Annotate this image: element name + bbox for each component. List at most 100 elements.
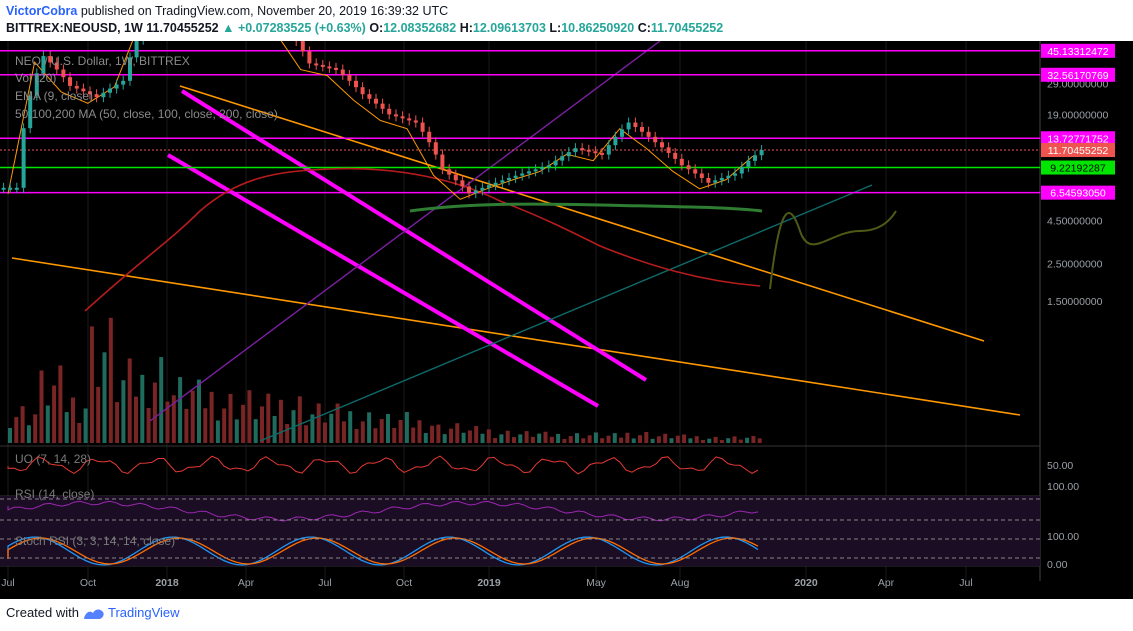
volume-bar — [619, 437, 624, 443]
price-tick-label: 4.50000000 — [1047, 215, 1103, 227]
volume-bar — [556, 433, 561, 443]
candle-body — [706, 177, 711, 183]
uo-line — [7, 455, 759, 475]
volume-bar — [228, 393, 233, 443]
rsi-pane-bg — [0, 496, 1040, 531]
volume-bar — [663, 433, 668, 443]
volume-bar — [121, 380, 126, 443]
volume-bar — [442, 434, 447, 443]
volume-bar — [587, 435, 592, 443]
candle-body — [14, 187, 19, 190]
volume-bar — [625, 432, 630, 443]
time-tick-label: Oct — [80, 577, 96, 589]
volume-bar — [335, 403, 340, 443]
volume-bar — [39, 370, 44, 443]
volume-bar — [178, 377, 183, 443]
volume-bar — [682, 434, 687, 443]
volume-bar — [694, 436, 699, 443]
volume-bar — [215, 420, 220, 443]
price-axis-bg — [1040, 41, 1133, 599]
candle-body — [460, 180, 465, 187]
level-label-bg — [1041, 185, 1115, 200]
volume-bar — [45, 405, 50, 443]
volume-bar — [480, 433, 485, 443]
candle-body — [427, 131, 432, 143]
oscillator-legend: UO (7, 14, 28) — [15, 452, 91, 466]
candle-body — [88, 91, 92, 95]
channel-bottom-line — [166, 153, 600, 408]
volume-bar — [304, 425, 309, 443]
volume-bar — [713, 436, 718, 443]
volume-bar — [430, 425, 435, 443]
author-link[interactable]: VictorCobra — [6, 4, 78, 18]
candle-body — [699, 173, 704, 178]
ma-100-line — [409, 202, 763, 213]
volume-bar — [171, 395, 176, 443]
close-value: 11.70455252 — [650, 21, 724, 35]
candle-body — [394, 114, 398, 117]
oscillator-panes — [0, 455, 1040, 566]
volume-bar — [612, 433, 617, 443]
time-tick-label: Apr — [878, 577, 895, 589]
candle-body — [666, 147, 671, 153]
volume-bar — [329, 413, 334, 443]
volume-bar — [367, 412, 372, 443]
created-with-label: Created with — [6, 605, 79, 620]
candle-body — [633, 122, 638, 128]
level-label-text: 11.70455252 — [1048, 145, 1109, 157]
candle-body — [1, 187, 6, 190]
candle-body — [660, 142, 664, 148]
candle-body — [8, 187, 13, 190]
level-label-bg — [1041, 131, 1115, 146]
candle-body — [121, 80, 126, 85]
price-tick-label: 19.00000000 — [1047, 109, 1108, 121]
candle-body — [693, 169, 698, 174]
candle-body — [340, 69, 345, 75]
volume-bar — [757, 438, 762, 443]
volume-bar — [417, 420, 422, 443]
candle-body — [533, 169, 538, 172]
candle-body — [453, 174, 458, 181]
candle-body — [354, 80, 358, 88]
volume-bar — [184, 408, 189, 443]
horizontal-levels[interactable] — [0, 41, 1040, 194]
candle-body — [713, 180, 718, 183]
volume-bar — [316, 403, 321, 443]
volume-bar — [379, 419, 384, 443]
volume-bar — [115, 402, 120, 443]
time-tick-label: May — [586, 577, 607, 589]
volume-bar — [26, 425, 31, 443]
volume-bar — [260, 406, 264, 443]
candle-body — [673, 152, 678, 159]
teal-trendline — [259, 184, 873, 442]
level-label-text: 6.54593050 — [1050, 188, 1106, 200]
resistance-trendline — [179, 85, 985, 342]
volume-bar — [575, 433, 579, 443]
tradingview-brand[interactable]: TradingView — [108, 605, 180, 620]
trendlines[interactable] — [11, 41, 1021, 442]
ma-200-line — [84, 167, 761, 312]
candle-body — [487, 185, 491, 188]
time-tick-label: 2020 — [794, 577, 818, 589]
volume-bar — [467, 430, 472, 443]
candle-body — [28, 95, 33, 129]
candle-body — [679, 158, 684, 166]
chart-area[interactable]: 360.00000000120.0000000070.0000000029.00… — [0, 41, 1133, 599]
candle-body — [327, 66, 332, 69]
volume-bar — [253, 419, 258, 443]
candle-body — [593, 151, 598, 154]
volume-bar — [436, 424, 441, 443]
volume-bar — [159, 357, 164, 443]
volume-bar — [688, 438, 693, 443]
volume-bar — [20, 406, 25, 443]
candlesticks — [1, 41, 764, 199]
volume-bar — [71, 397, 75, 443]
volume-bar — [96, 386, 101, 443]
volume-bar — [581, 438, 586, 443]
volume-bar — [398, 420, 403, 443]
volume-bar — [650, 438, 655, 443]
volume-bar — [493, 438, 498, 443]
projection-path — [769, 210, 897, 290]
candle-body — [513, 175, 518, 178]
support-trendline — [11, 257, 1021, 416]
